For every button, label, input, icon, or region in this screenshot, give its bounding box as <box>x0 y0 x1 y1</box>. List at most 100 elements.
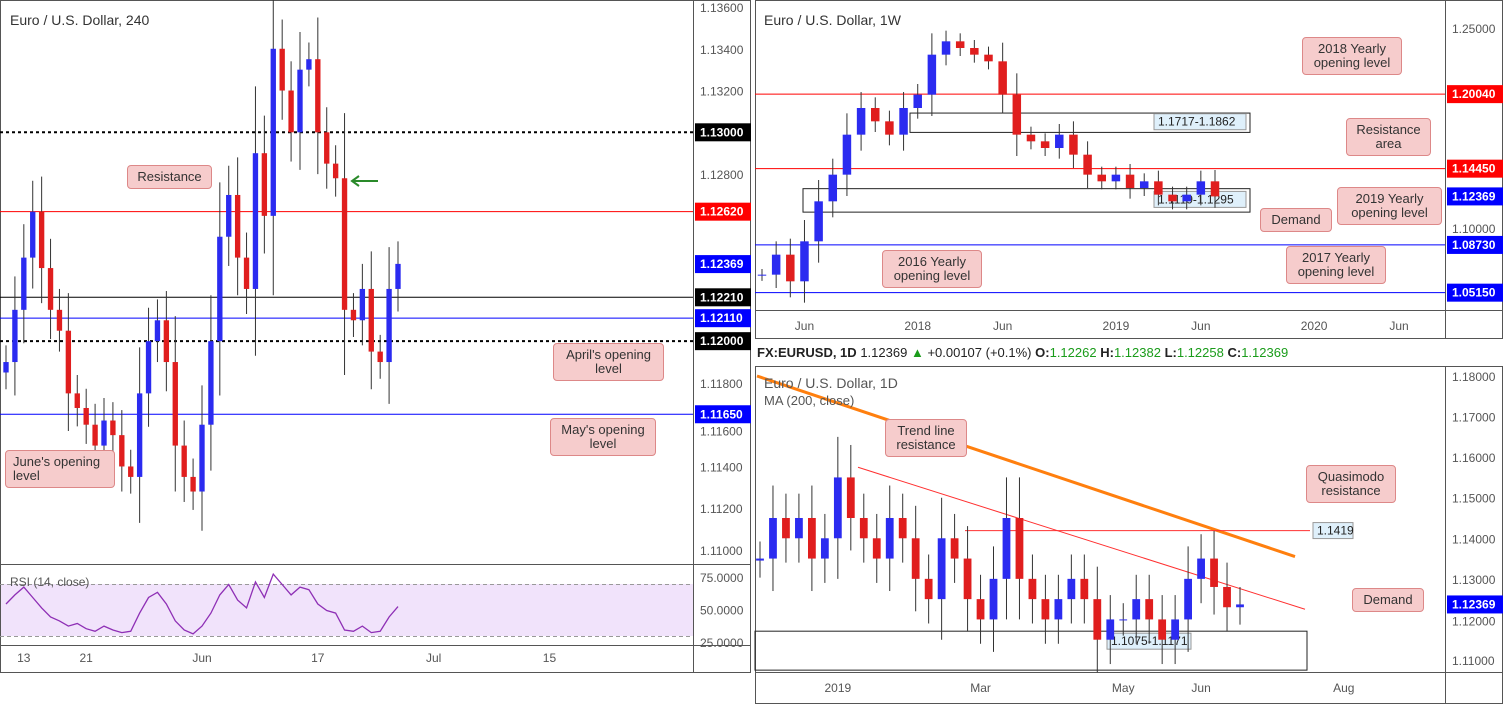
price-badge-label: 1.12369 <box>1452 597 1496 611</box>
candle-up <box>395 263 401 289</box>
candle-down <box>261 153 268 216</box>
candle-up <box>771 254 781 275</box>
y-tick-label: 1.11000 <box>700 544 743 558</box>
candle-up <box>937 538 946 600</box>
price-badge-label: 1.12369 <box>1452 189 1496 203</box>
candle-down <box>911 538 920 579</box>
candle-up <box>136 393 143 477</box>
candle-up <box>1002 517 1011 579</box>
candle-up <box>1184 578 1192 620</box>
callout-2018-yearly: 2018 Yearly opening level <box>1302 37 1402 75</box>
x-tick-label: 15 <box>543 651 557 665</box>
candle-down <box>871 107 880 122</box>
open-value: 1.12262 <box>1049 345 1097 360</box>
price-badge <box>695 255 751 274</box>
y-tick-label: 1.12800 <box>700 168 744 182</box>
candle-up <box>386 288 392 363</box>
candle-up <box>814 201 823 242</box>
candle-down <box>898 517 907 539</box>
open-label: O: <box>1035 345 1050 360</box>
price-badge-label: 1.12000 <box>700 334 744 348</box>
price-badge <box>695 405 751 424</box>
zone-label-bg <box>1153 113 1247 131</box>
x-tick-label: 21 <box>80 651 94 665</box>
price-badge-label: 1.14450 <box>1452 162 1496 176</box>
candle-down <box>846 477 855 518</box>
ma-label: MA (200, close) <box>764 393 854 408</box>
candle-up <box>226 194 232 237</box>
close-label: C: <box>1227 345 1242 360</box>
callout-2017-yearly: 2017 Yearly opening level <box>1286 246 1386 284</box>
candle-down <box>1028 578 1037 600</box>
y-tick-label: 1.13000 <box>1452 573 1496 587</box>
candle-up <box>101 420 107 446</box>
candle-down <box>332 163 339 179</box>
candle-up <box>30 211 36 258</box>
candle-down <box>279 48 285 91</box>
candle-down <box>786 254 795 282</box>
candle-up <box>885 517 894 559</box>
weekly-chart-title: Euro / U.S. Dollar, 1W <box>764 12 902 28</box>
x-tick-label: May <box>1112 681 1135 695</box>
up-triangle-icon: ▲ <box>910 345 924 360</box>
candle-up <box>1055 134 1064 148</box>
candle-down <box>782 517 790 539</box>
price-badge-label: 1.08730 <box>1452 238 1496 252</box>
rsi-tick-label: 50.0000 <box>700 604 744 618</box>
price-badge <box>1447 187 1503 206</box>
candle-up <box>12 309 18 363</box>
x-tick-label: Jun <box>795 319 814 333</box>
price-badge-label: 1.11650 <box>700 407 743 421</box>
candle-down <box>924 578 933 600</box>
daily-panel-frame <box>755 366 1503 704</box>
symbol-name: FX:EURUSD, 1D <box>757 345 857 360</box>
left-panel-frame <box>0 0 751 673</box>
candle-down <box>1145 599 1154 620</box>
price-badge-label: 1.13000 <box>700 125 744 139</box>
candle-up <box>820 538 829 559</box>
callout-may-opening: May's opening level <box>550 418 656 456</box>
y-tick-label: 1.16000 <box>1452 451 1496 465</box>
y-tick-label: 1.25000 <box>1452 22 1496 36</box>
candle-up <box>795 517 803 539</box>
quasimodo-label-bg <box>1312 522 1354 540</box>
candle-down <box>1015 517 1024 579</box>
x-tick-label: 2019 <box>824 681 851 695</box>
x-tick-label: 2019 <box>1103 319 1130 333</box>
y-tick-label: 1.11600 <box>700 424 743 438</box>
candle-up <box>217 236 223 342</box>
candle-down <box>83 407 89 425</box>
candle-down <box>56 309 63 331</box>
y-tick-label: 1.18000 <box>1452 370 1496 384</box>
price-badge-label: 1.12110 <box>700 311 743 325</box>
callout-demand-weekly: Demand <box>1260 208 1332 232</box>
x-tick-label: Jun <box>993 319 1012 333</box>
x-tick-label: Aug <box>1333 681 1354 695</box>
candle-up <box>1171 619 1180 640</box>
x-tick-label: Jun <box>1191 319 1210 333</box>
candle-down <box>963 558 972 600</box>
y-tick-label: 1.11800 <box>700 377 743 391</box>
candle-up <box>208 341 214 425</box>
candle-up <box>842 134 852 175</box>
price-badge <box>1447 235 1503 254</box>
rsi-label: RSI (14, close) <box>10 575 89 589</box>
candle-down <box>172 362 178 446</box>
candle-up <box>1196 181 1206 195</box>
y-tick-label: 1.15000 <box>1452 492 1496 506</box>
candle-down <box>315 59 321 133</box>
low-label: L: <box>1164 345 1177 360</box>
quasimodo-label: 1.1419 <box>1317 524 1354 538</box>
candle-up <box>252 153 259 289</box>
candle-down <box>1168 194 1177 202</box>
candle-down <box>984 54 993 62</box>
candle-down <box>181 445 187 477</box>
x-tick-label: 2018 <box>904 319 931 333</box>
candle-down <box>190 476 196 492</box>
candle-down <box>74 393 80 408</box>
price-badge <box>1447 159 1503 178</box>
candle-up <box>941 41 951 55</box>
candle-down <box>1223 586 1231 608</box>
candle-up <box>1106 619 1115 640</box>
